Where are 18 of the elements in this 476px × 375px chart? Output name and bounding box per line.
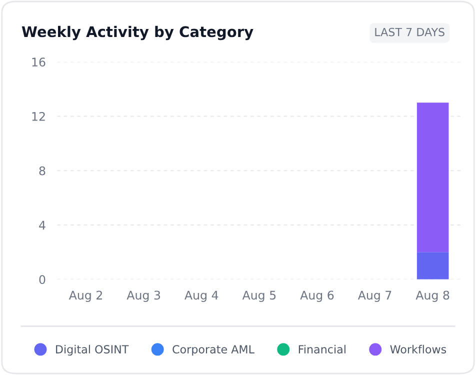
x-tick-label: Aug 2 bbox=[68, 290, 102, 302]
x-tick-label: Aug 7 bbox=[358, 290, 392, 302]
legend-label: Digital OSINT bbox=[56, 344, 129, 356]
chart-title: Weekly Activity by Category bbox=[22, 26, 254, 40]
legend-label: Financial bbox=[298, 344, 346, 354]
x-tick-label: Aug 5 bbox=[242, 290, 276, 302]
y-tick-label: 4 bbox=[39, 220, 46, 230]
legend-label: Workflows bbox=[390, 344, 446, 354]
y-tick-label: 8 bbox=[39, 166, 46, 176]
y-tick-label: 16 bbox=[32, 58, 46, 67]
text: LAST 7 DAYS bbox=[375, 28, 444, 36]
legend-label: Corporate AML bbox=[172, 345, 254, 356]
x-tick-label: Aug 8 bbox=[416, 290, 450, 302]
x-tick-label: Aug 3 bbox=[126, 290, 160, 302]
x-tick-label: Aug 6 bbox=[300, 290, 334, 302]
x-tick-label: Aug 4 bbox=[184, 290, 218, 302]
y-tick-label: 0 bbox=[39, 275, 46, 284]
y-tick-label: 12 bbox=[32, 112, 45, 121]
